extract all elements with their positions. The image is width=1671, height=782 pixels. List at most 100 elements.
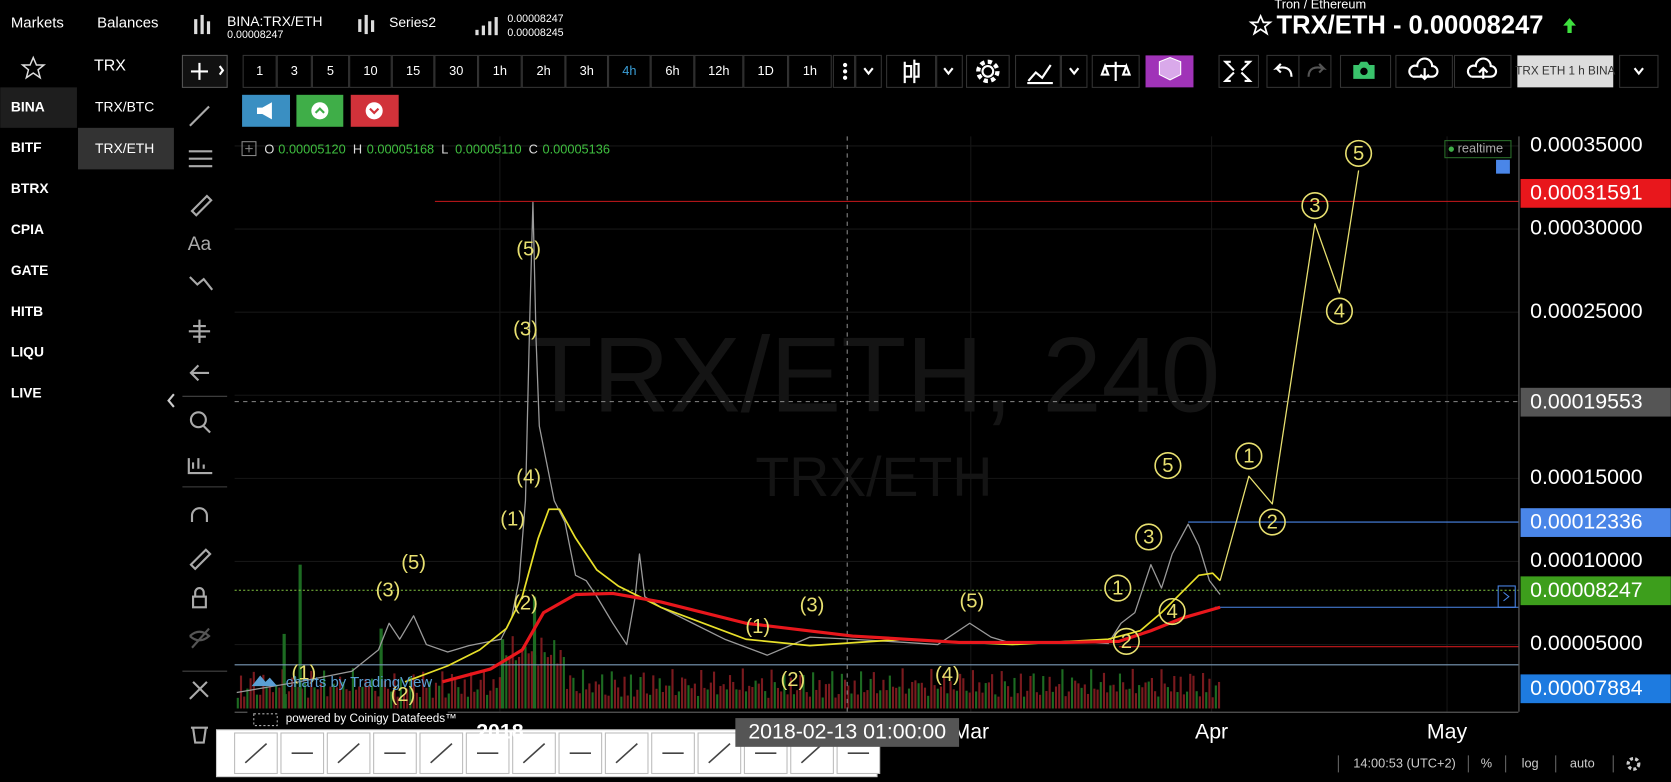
title-star[interactable] <box>1248 13 1273 36</box>
exchange-item[interactable]: BINA <box>11 98 45 114</box>
info-icon[interactable] <box>1496 159 1510 174</box>
collapse-icon[interactable] <box>167 393 175 408</box>
interval-label[interactable]: 30 <box>449 63 463 78</box>
market-item[interactable]: TRX <box>94 57 126 74</box>
interval-label[interactable]: 10 <box>363 63 377 78</box>
market-active-bg <box>78 127 174 170</box>
drawing-icon <box>522 743 546 764</box>
interval-button[interactable] <box>276 54 312 88</box>
volume-bar <box>716 694 719 709</box>
interval-label[interactable]: 1h <box>493 63 507 78</box>
ohlc-key: C <box>529 142 538 157</box>
status-percent[interactable]: % <box>1481 755 1492 770</box>
text-tool[interactable]: Aa <box>188 234 212 255</box>
interval-label[interactable]: 2h <box>536 63 550 78</box>
volume-bar <box>658 678 661 709</box>
bid: 0.00008247 <box>507 13 563 25</box>
volume-bar <box>674 695 677 709</box>
interval-label[interactable]: 3h <box>580 63 594 78</box>
interval-button[interactable] <box>650 54 695 88</box>
market-item[interactable]: TRX/ETH <box>95 140 154 156</box>
interval-label[interactable]: 4h <box>622 63 636 78</box>
volume-bar <box>450 674 454 709</box>
volume-bar <box>783 674 786 709</box>
realtime-dot <box>1448 146 1454 152</box>
volume-bar <box>1154 691 1157 709</box>
volume-bar <box>1083 684 1086 709</box>
volume-bar <box>418 696 422 709</box>
volume-bar <box>294 676 297 709</box>
exchange-item[interactable]: LIVE <box>11 385 42 401</box>
interval-button[interactable] <box>311 54 350 88</box>
interval-button[interactable] <box>242 54 277 88</box>
camera-lens <box>1360 67 1368 76</box>
volume-bar <box>1189 673 1192 709</box>
sidebar-tab[interactable]: Balances <box>97 15 158 31</box>
status-log[interactable]: log <box>1522 755 1539 770</box>
tool-separators <box>182 395 228 672</box>
price-tick-label: 0.00005000 <box>1530 631 1643 655</box>
drawing-tools[interactable] <box>187 105 214 744</box>
volume-bar <box>575 691 578 709</box>
datafeed-bg <box>247 709 448 728</box>
price-tick-label: 0.00035000 <box>1530 133 1643 157</box>
crosshair-time: 2018-02-13 01:00:00 <box>748 720 946 744</box>
volume-bar <box>291 677 294 709</box>
volume-bar <box>1109 685 1112 709</box>
exchange-active-bg <box>0 87 77 128</box>
wave-label: 4 <box>1334 301 1345 323</box>
wave-label: (3) <box>513 319 538 341</box>
wave-circle <box>1112 627 1140 655</box>
volume-bar <box>681 677 684 709</box>
volume-bar <box>943 673 946 709</box>
favorites-icon[interactable] <box>20 55 47 80</box>
status-settings[interactable] <box>1626 756 1641 771</box>
wave-label: (5) <box>960 590 985 612</box>
market-item[interactable]: TRX/BTC <box>95 98 154 114</box>
interval-button[interactable] <box>521 54 566 88</box>
volume-bar <box>578 693 581 709</box>
price-tick-label: 0.00015000 <box>1530 465 1643 489</box>
interval-button[interactable] <box>608 54 651 88</box>
interval-label[interactable]: 6h <box>665 63 679 78</box>
ohlc-key: O <box>264 142 274 157</box>
interval-label[interactable]: 15 <box>406 63 420 78</box>
exchange-item[interactable]: GATE <box>11 262 48 278</box>
sidebar-tab[interactable]: Markets <box>11 15 64 31</box>
interval-button[interactable] <box>434 54 479 88</box>
interval-label[interactable]: 12h <box>708 63 729 78</box>
wave-label: 1 <box>1243 445 1254 467</box>
exchange-item[interactable]: CPIA <box>11 221 44 237</box>
ohlc-toggle[interactable] <box>241 141 257 157</box>
interval-button[interactable] <box>565 54 609 88</box>
interval-button[interactable] <box>694 54 744 88</box>
exchange-item[interactable]: LIQU <box>11 344 44 360</box>
symbol-price: 0.00008247 <box>227 29 283 41</box>
volume-bar <box>649 694 652 709</box>
status-auto[interactable]: auto <box>1570 755 1595 770</box>
interval-button[interactable] <box>743 54 789 88</box>
interval-button[interactable] <box>349 54 392 88</box>
interval-button[interactable] <box>391 54 435 88</box>
interval-label[interactable]: 1 <box>256 63 263 78</box>
interval-label[interactable]: 1D <box>758 63 774 78</box>
crosshair-time-bg <box>735 718 960 747</box>
price-line <box>236 201 1221 694</box>
exchange-item[interactable]: BTRX <box>11 180 49 196</box>
volume-bar <box>1064 696 1067 709</box>
volume-bar <box>911 681 914 709</box>
volume-bar <box>1186 691 1189 709</box>
interval-button[interactable] <box>478 54 522 88</box>
volume-bar <box>351 668 354 709</box>
scroll-right[interactable] <box>1497 585 1516 608</box>
interval-button[interactable] <box>788 54 832 88</box>
exchange-item[interactable]: BITF <box>11 139 42 155</box>
interval-label[interactable]: 5 <box>327 63 334 78</box>
interval-label[interactable]: 3 <box>291 63 298 78</box>
exchange-item[interactable]: HITB <box>11 303 43 319</box>
volume-bar <box>1019 673 1022 709</box>
volume-bar <box>1118 673 1122 709</box>
wave-label: (2) <box>513 592 538 614</box>
volume-bar <box>326 696 329 709</box>
interval-label[interactable]: 1h <box>803 63 817 78</box>
